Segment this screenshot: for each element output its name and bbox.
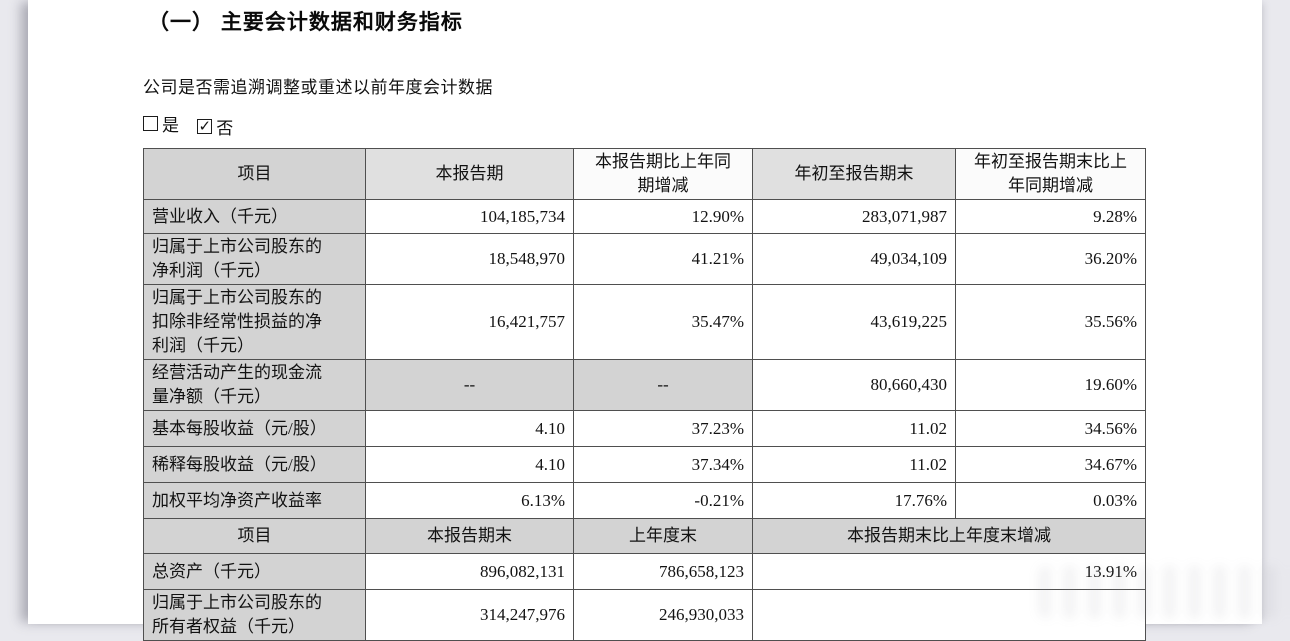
report-content: （一） 主要会计数据和财务指标 公司是否需追溯调整或重述以前年度会计数据 是 ✓… bbox=[143, 0, 1153, 641]
row-label: 经营活动产生的现金流 量净额（千元） bbox=[143, 359, 366, 411]
table-row: 基本每股收益（元/股） 4.10 37.23% 11.02 34.56% bbox=[143, 410, 1146, 447]
table-row: 总资产（千元） 896,082,131 786,658,123 13.91% bbox=[143, 553, 1146, 590]
value-cell: 34.56% bbox=[955, 410, 1146, 447]
header-cell: 本报告期末 bbox=[365, 518, 574, 554]
checkbox-yes[interactable]: 是 bbox=[143, 111, 179, 136]
value-cell bbox=[752, 589, 1146, 641]
row-label: 总资产（千元） bbox=[143, 553, 366, 590]
value-cell: 49,034,109 bbox=[752, 233, 956, 285]
value-cell: 19.60% bbox=[955, 359, 1146, 411]
table-row: 归属于上市公司股东的 净利润（千元） 18,548,970 41.21% 49,… bbox=[143, 233, 1146, 285]
row-label: 基本每股收益（元/股） bbox=[143, 410, 366, 447]
table-row: 经营活动产生的现金流 量净额（千元） -- -- 80,660,430 19.6… bbox=[143, 359, 1146, 411]
checkbox-yes-box[interactable] bbox=[143, 116, 158, 131]
value-cell: 43,619,225 bbox=[752, 284, 956, 360]
header-cell: 本报告期 bbox=[365, 148, 574, 200]
header-cell: 项目 bbox=[143, 518, 366, 554]
checkbox-no[interactable]: ✓ 否 bbox=[197, 114, 233, 139]
value-cell: 16,421,757 bbox=[365, 284, 574, 360]
checkbox-row: 是 ✓ 否 bbox=[143, 111, 1153, 139]
row-label: 营业收入（千元） bbox=[143, 199, 366, 234]
value-cell: 0.03% bbox=[955, 482, 1146, 519]
checkbox-no-box[interactable]: ✓ bbox=[197, 117, 213, 135]
row-label: 稀释每股收益（元/股） bbox=[143, 446, 366, 483]
header-cell: 年初至报告期末比上 年同期增减 bbox=[955, 148, 1146, 200]
value-cell: 314,247,976 bbox=[365, 589, 574, 641]
value-cell: 18,548,970 bbox=[365, 233, 574, 285]
table-row: 营业收入（千元） 104,185,734 12.90% 283,071,987 … bbox=[143, 199, 1146, 234]
table-row: 归属于上市公司股东的 扣除非经常性损益的净 利润（千元） 16,421,757 … bbox=[143, 284, 1146, 360]
value-cell: 37.34% bbox=[573, 446, 753, 483]
checkbox-no-label: 否 bbox=[216, 119, 234, 138]
header-cell: 本报告期末比上年度末增减 bbox=[752, 518, 1146, 554]
value-cell: 80,660,430 bbox=[752, 359, 956, 411]
value-cell: 13.91% bbox=[752, 553, 1146, 590]
value-cell: 12.90% bbox=[573, 199, 753, 234]
table-header-row-2: 项目 本报告期末 上年度末 本报告期末比上年度末增减 bbox=[143, 518, 1146, 554]
value-cell: -- bbox=[365, 359, 574, 411]
value-cell: 246,930,033 bbox=[573, 589, 753, 641]
row-label: 加权平均净资产收益率 bbox=[143, 482, 366, 519]
value-cell: 4.10 bbox=[365, 446, 574, 483]
checkbox-yes-label: 是 bbox=[162, 116, 179, 135]
table-row: 稀释每股收益（元/股） 4.10 37.34% 11.02 34.67% bbox=[143, 446, 1146, 483]
value-cell: 11.02 bbox=[752, 446, 956, 483]
value-cell: 17.76% bbox=[752, 482, 956, 519]
value-cell: 104,185,734 bbox=[365, 199, 574, 234]
value-cell: 41.21% bbox=[573, 233, 753, 285]
value-cell: 786,658,123 bbox=[573, 553, 753, 590]
value-cell: 896,082,131 bbox=[365, 553, 574, 590]
value-cell: -- bbox=[573, 359, 753, 411]
header-cell: 项目 bbox=[143, 148, 366, 200]
header-cell: 上年度末 bbox=[573, 518, 753, 554]
row-label: 归属于上市公司股东的 所有者权益（千元） bbox=[143, 589, 366, 641]
value-cell: 37.23% bbox=[573, 410, 753, 447]
header-cell: 年初至报告期末 bbox=[752, 148, 956, 200]
financial-indicators-table: 项目 本报告期 本报告期比上年同 期增减 年初至报告期末 年初至报告期末比上 年… bbox=[143, 148, 1146, 641]
header-cell: 本报告期比上年同 期增减 bbox=[573, 148, 753, 200]
value-cell: 35.47% bbox=[573, 284, 753, 360]
value-cell: 6.13% bbox=[365, 482, 574, 519]
table-row: 归属于上市公司股东的 所有者权益（千元） 314,247,976 246,930… bbox=[143, 589, 1146, 641]
table-row: 加权平均净资产收益率 6.13% -0.21% 17.76% 0.03% bbox=[143, 482, 1146, 519]
value-cell: 35.56% bbox=[955, 284, 1146, 360]
value-cell: 283,071,987 bbox=[752, 199, 956, 234]
value-cell: 34.67% bbox=[955, 446, 1146, 483]
value-cell: 4.10 bbox=[365, 410, 574, 447]
document-page: （一） 主要会计数据和财务指标 公司是否需追溯调整或重述以前年度会计数据 是 ✓… bbox=[28, 0, 1262, 641]
question-text: 公司是否需追溯调整或重述以前年度会计数据 bbox=[143, 78, 493, 97]
value-cell: 11.02 bbox=[752, 410, 956, 447]
value-cell: 9.28% bbox=[955, 199, 1146, 234]
table-header-row-1: 项目 本报告期 本报告期比上年同 期增减 年初至报告期末 年初至报告期末比上 年… bbox=[143, 148, 1146, 200]
section-title: （一） 主要会计数据和财务指标 bbox=[148, 11, 463, 34]
row-label: 归属于上市公司股东的 扣除非经常性损益的净 利润（千元） bbox=[143, 284, 366, 360]
value-cell: -0.21% bbox=[573, 482, 753, 519]
value-cell: 36.20% bbox=[955, 233, 1146, 285]
row-label: 归属于上市公司股东的 净利润（千元） bbox=[143, 233, 366, 285]
